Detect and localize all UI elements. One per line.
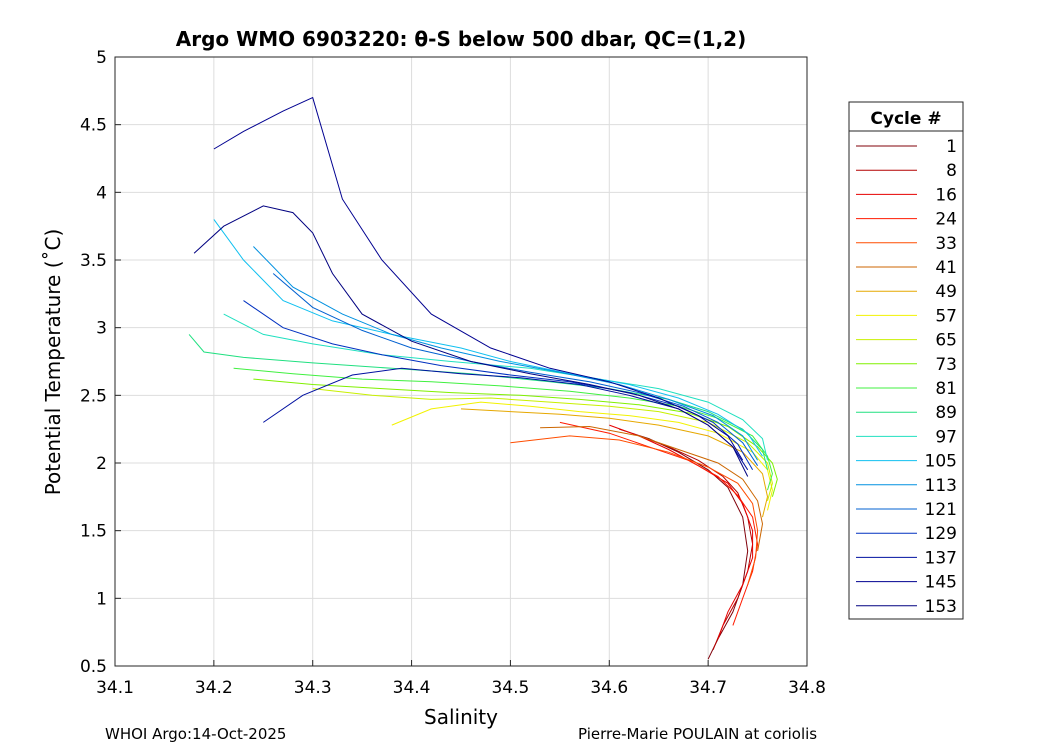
x-tick-label: 34.8: [788, 678, 826, 698]
legend-entry-label: 16: [935, 185, 957, 205]
series-line-cycle-1: [619, 428, 749, 660]
series-line-cycle-129: [243, 300, 754, 471]
footer-author: Pierre-Marie POULAIN at coriolis: [578, 725, 818, 743]
legend-entry-label: 1: [946, 137, 957, 157]
legend-entry-label: 57: [935, 306, 957, 326]
series-line-cycle-113: [253, 246, 759, 461]
series-line-cycle-57: [391, 401, 773, 511]
legend: Cycle # 1 8 16 24 33 41 49 57 65 73 81 89 97 105 113 12…: [848, 101, 964, 620]
x-tick-label: 34.3: [294, 678, 332, 698]
legend-entry-label: 137: [925, 548, 957, 568]
footer-credit: WHOI Argo:14-Oct-2025: [105, 725, 287, 743]
legend-entry-label: 153: [925, 597, 957, 617]
y-tick-label: 3.5: [80, 251, 107, 271]
series-line-cycle-105: [213, 219, 763, 457]
series-line-cycle-121: [272, 273, 759, 466]
legend-entry-label: 49: [935, 282, 957, 302]
legend-entry-label: 89: [935, 403, 957, 423]
y-tick-label: 4: [96, 183, 107, 203]
series-line-cycle-33: [510, 435, 759, 585]
legend-entry-label: 121: [925, 500, 957, 520]
y-tick-label: 1.5: [80, 522, 107, 542]
legend-entry-label: 65: [935, 331, 957, 351]
legend-entry-label: 105: [925, 452, 957, 472]
plot-area: [115, 57, 807, 666]
x-tick-label: 34.6: [590, 678, 628, 698]
series-line-cycle-81: [233, 367, 773, 491]
series-lines: [188, 96, 778, 660]
x-tick-label: 34.1: [96, 678, 134, 698]
x-tick-label: 34.4: [393, 678, 431, 698]
x-tick-label: 34.2: [195, 678, 233, 698]
legend-entry-label: 129: [925, 524, 957, 544]
series-line-cycle-145: [213, 96, 744, 461]
chart-title: Argo WMO 6903220: θ-S below 500 dbar, QC…: [176, 27, 746, 51]
legend-entry-label: 33: [935, 234, 957, 254]
series-line-cycle-16: [609, 424, 754, 640]
y-tick-label: 4.5: [80, 116, 107, 136]
series-line-cycle-153: [193, 205, 749, 477]
legend-entry-label: 145: [925, 573, 957, 593]
legend-entry-label: 24: [935, 210, 957, 230]
y-tick-label: 1: [96, 589, 107, 609]
axes-box: [114, 56, 808, 667]
legend-entry-label: 81: [935, 379, 957, 399]
y-tick-label: 3: [96, 319, 107, 339]
y-tick-label: 2.5: [80, 386, 107, 406]
y-tick-label: 5: [96, 48, 107, 68]
series-line-cycle-73: [253, 378, 778, 497]
y-tick-label: 0.5: [80, 657, 107, 677]
y-axis-label: Potential Temperature (˚C): [41, 229, 65, 496]
legend-title: Cycle #: [870, 109, 941, 129]
x-tick-label: 34.7: [689, 678, 727, 698]
legend-entry-label: 41: [935, 258, 957, 278]
y-tick-label: 2: [96, 454, 107, 474]
legend-entry-label: 97: [935, 427, 957, 447]
x-axis-label: Salinity: [424, 705, 498, 729]
series-line-cycle-65: [312, 388, 773, 502]
series-line-cycle-49: [460, 408, 769, 518]
legend-entry-label: 113: [925, 476, 957, 496]
series-line-cycle-89: [188, 334, 768, 470]
axis-ticks: 34.1 34.2 34.3 34.4 34.5 34.6 34.7 34.80.511.52…: [80, 48, 826, 698]
legend-entry-label: 73: [935, 355, 957, 375]
x-tick-label: 34.5: [491, 678, 529, 698]
series-line-cycle-41: [540, 425, 764, 552]
legend-entry-label: 8: [946, 161, 957, 181]
